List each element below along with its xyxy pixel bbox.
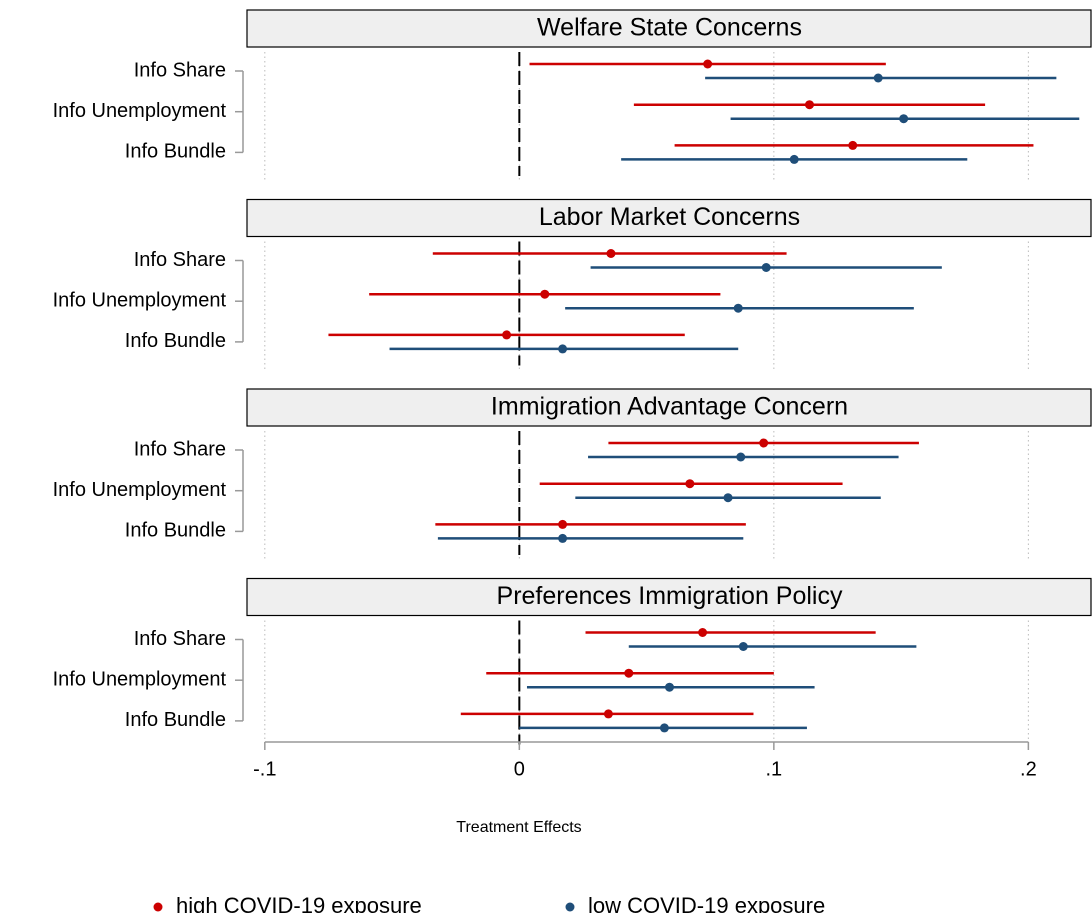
point-estimate [624, 668, 634, 678]
legend-label: high COVID-19 exposure [176, 893, 422, 913]
point-estimate [540, 289, 550, 299]
point-estimate [733, 303, 743, 313]
point-estimate [723, 493, 733, 503]
x-tick-label: -.1 [253, 758, 276, 780]
point-estimate [659, 723, 669, 733]
category-label: Info Unemployment [53, 668, 227, 690]
panel-header [246, 198, 1092, 238]
panel-title: Welfare State Concerns [537, 14, 802, 42]
point-estimate [685, 479, 695, 489]
point-estimate [502, 330, 512, 340]
legend-marker [565, 902, 575, 912]
panel-header [246, 577, 1092, 617]
category-label: Info Unemployment [53, 479, 227, 501]
point-estimate [603, 709, 613, 719]
point-estimate [558, 533, 568, 543]
point-estimate [738, 642, 748, 651]
category-label: Info Share [134, 438, 226, 460]
x-tick-label: .1 [766, 758, 783, 780]
category-label: Info Bundle [125, 141, 226, 163]
point-estimate [703, 59, 713, 69]
panel-title: Labor Market Concerns [539, 203, 800, 231]
category-label: Info Unemployment [53, 289, 227, 311]
point-estimate [606, 249, 616, 258]
x-axis-label: Treatment Effects [456, 819, 581, 836]
point-estimate [789, 154, 799, 164]
point-estimate [665, 682, 674, 692]
point-estimate [558, 519, 568, 529]
point-estimate [873, 73, 883, 83]
panel-title: Preferences Immigration Policy [497, 582, 843, 610]
point-estimate [736, 452, 746, 462]
point-estimate [848, 140, 858, 150]
point-estimate [698, 628, 708, 637]
x-tick-label: 0 [514, 758, 525, 780]
point-estimate [558, 344, 568, 354]
point-estimate [899, 114, 909, 124]
category-label: Info Share [134, 249, 226, 271]
point-estimate [761, 263, 771, 272]
point-estimate [804, 100, 814, 110]
category-label: Info Bundle [125, 520, 226, 542]
legend-marker [153, 902, 163, 912]
category-label: Info Unemployment [53, 100, 227, 122]
category-label: Info Bundle [125, 709, 226, 731]
category-label: Info Share [134, 59, 226, 81]
x-tick-label: .2 [1020, 758, 1037, 780]
panel-header [246, 388, 1092, 427]
point-estimate [759, 438, 769, 448]
panel-header [246, 9, 1092, 48]
panel-title: Immigration Advantage Concern [491, 393, 848, 421]
category-label: Info Share [134, 628, 226, 650]
category-label: Info Bundle [125, 330, 226, 352]
legend-label: low COVID-19 exposure [588, 893, 825, 913]
